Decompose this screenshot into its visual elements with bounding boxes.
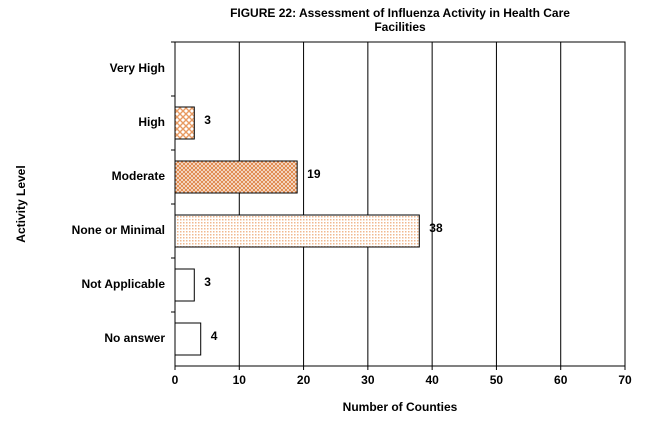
x-tick-label: 50	[490, 373, 504, 387]
y-tick-label: Not Applicable	[81, 277, 165, 291]
plot-frame	[174, 41, 626, 367]
y-tick-label: Moderate	[112, 169, 166, 183]
chart-title: FIGURE 22: Assessment of Influenza Activ…	[230, 6, 570, 34]
y-tick-label: Very High	[110, 61, 165, 75]
x-tick-label: 30	[361, 373, 375, 387]
x-axis-label: Number of Counties	[343, 400, 458, 414]
bar	[174, 268, 195, 302]
data-label: 38	[429, 221, 443, 235]
x-tick-label: 20	[297, 373, 311, 387]
data-label: 19	[307, 167, 321, 181]
data-label: 4	[211, 329, 218, 343]
data-label: 3	[204, 113, 211, 127]
bar	[174, 322, 202, 356]
bar	[174, 106, 195, 140]
y-tick-label: High	[138, 115, 165, 129]
y-tick-label: No answer	[104, 331, 165, 345]
bar	[174, 160, 298, 194]
y-tick-label: None or Minimal	[72, 223, 165, 237]
bar	[174, 214, 420, 248]
x-tick-label: 40	[425, 373, 439, 387]
x-tick-label: 60	[554, 373, 568, 387]
x-tick-label: 10	[233, 373, 247, 387]
x-tick-label: 0	[172, 373, 179, 387]
data-label: 3	[204, 275, 211, 289]
y-axis-label: Activity Level	[14, 165, 28, 242]
x-tick-label: 70	[618, 373, 632, 387]
